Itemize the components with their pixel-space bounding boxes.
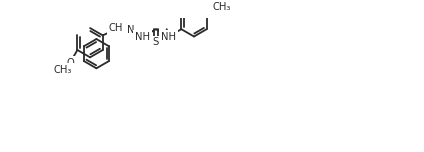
Text: O: O [66,58,74,68]
Text: N: N [127,25,134,35]
Text: CH: CH [109,23,123,33]
Text: S: S [153,37,159,47]
Text: NH: NH [161,31,176,41]
Text: CH₃: CH₃ [53,65,72,75]
Text: NH: NH [135,31,150,41]
Text: CH₃: CH₃ [212,2,231,12]
